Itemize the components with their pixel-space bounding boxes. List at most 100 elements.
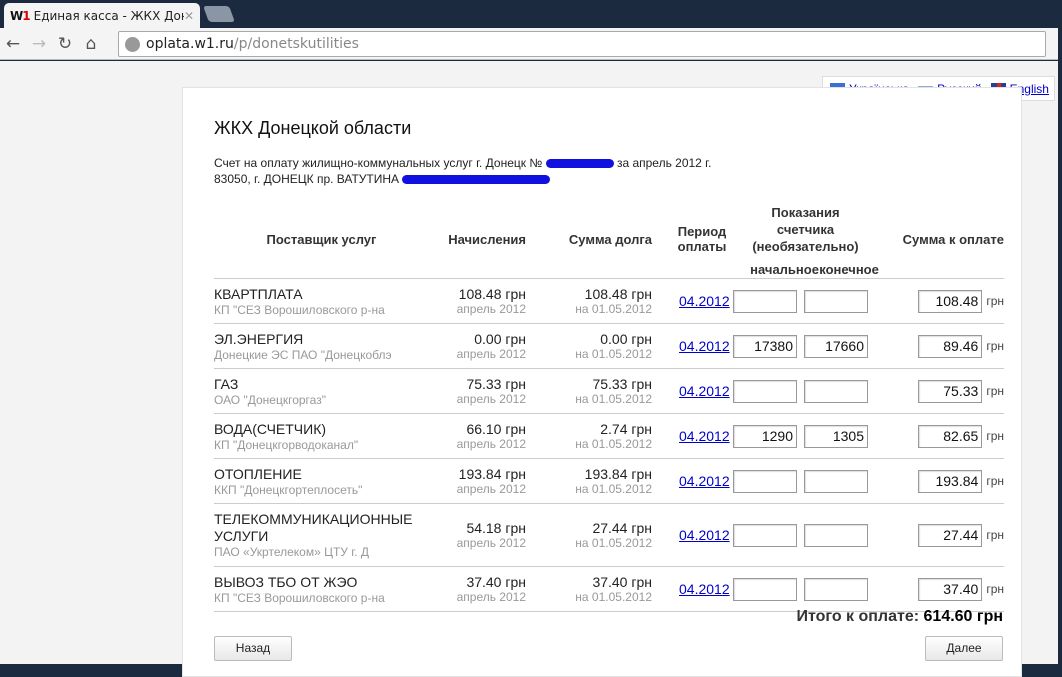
header-charges: Начисления [429, 200, 526, 279]
sum-input[interactable]: 89.46 [918, 334, 983, 358]
debt: 75.33 грн [592, 376, 652, 392]
browser-tab[interactable]: W1 Единая касса - ЖКХ Донец ✕ [4, 3, 200, 28]
currency-label: грн [986, 384, 1004, 398]
url-host: oplata.w1.ru [146, 36, 234, 52]
period-link[interactable]: 04.2012 [679, 527, 730, 543]
charge: 193.84 грн [458, 466, 526, 482]
charge-period: апрель 2012 [456, 302, 526, 316]
header-meter: Показания счетчика (необязательно) начал… [732, 200, 879, 279]
charge-period: апрель 2012 [456, 347, 526, 361]
total-value: 614.60 грн [923, 608, 1003, 625]
table-row: ВЫВОЗ ТБО ОТ ЖЭО КП "СЕЗ Ворошиловского р… [214, 566, 1004, 612]
debt: 37.40 грн [592, 574, 652, 590]
meter-start-input[interactable]: 1290 [733, 424, 797, 448]
meter-start-input[interactable] [733, 289, 797, 313]
provider-name: ККП "Донецкгортеплосеть" [214, 482, 363, 497]
currency-label: грн [986, 294, 1004, 308]
debt-date: на 01.05.2012 [575, 536, 652, 550]
w1-logo-icon: W1 [10, 8, 31, 23]
desc-line1: Счет на оплату жилищно-коммунальных услу… [214, 156, 543, 170]
url-path: /p/donetskutilities [233, 36, 359, 52]
charge: 108.48 грн [458, 286, 526, 302]
page-title: ЖКХ Донецкой области [214, 118, 412, 138]
meter-start-input[interactable] [733, 469, 797, 493]
debt: 108.48 грн [584, 286, 652, 302]
header-provider: Поставщик услуг [214, 200, 429, 279]
debt: 27.44 грн [592, 520, 652, 536]
debt-date: на 01.05.2012 [575, 347, 652, 361]
currency-label: грн [986, 429, 1004, 443]
sum-input[interactable]: 27.44 [918, 523, 983, 547]
service-name: ЭЛ.ЭНЕРГИЯ [214, 330, 304, 347]
redacted-mark [402, 175, 551, 185]
header-debt: Сумма долга [526, 200, 652, 279]
provider-name: КП "СЕЗ Ворошиловского р-на [214, 590, 385, 605]
table-row: ГАЗ ОАО "Донецкгоргаз" 75.33 грн апрель 20… [214, 368, 1004, 414]
charge-period: апрель 2012 [456, 590, 526, 604]
service-name: ТЕЛЕКОММУНИКАЦИОННЫЕ УСЛУГИ [214, 511, 413, 544]
debt-date: на 01.05.2012 [575, 590, 652, 604]
meter-start-input[interactable] [733, 379, 797, 403]
period-link[interactable]: 04.2012 [679, 473, 730, 489]
reload-icon[interactable]: ↻ [57, 33, 73, 54]
back-arrow-icon[interactable]: ← [5, 33, 21, 54]
close-tab-icon[interactable]: ✕ [183, 8, 194, 23]
meter-start-input[interactable] [733, 523, 797, 547]
sum-input[interactable]: 82.65 [918, 424, 983, 448]
service-name: ВОДА(СЧЕТЧИК) [214, 420, 327, 437]
table-row: ОТОПЛЕНИЕ ККП "Донецкгортеплосеть" 193.84… [214, 458, 1004, 504]
currency-label: грн [986, 582, 1004, 596]
globe-icon [125, 36, 140, 52]
debt: 0.00 грн [600, 331, 652, 347]
meter-end-input[interactable] [804, 523, 868, 547]
period-link[interactable]: 04.2012 [679, 293, 730, 309]
browser-toolbar: ← → ↻ ⌂ oplata.w1.ru/p/donetskutilities [0, 28, 1058, 60]
currency-label: грн [986, 474, 1004, 488]
debt-date: на 01.05.2012 [575, 482, 652, 496]
charge: 66.10 грн [466, 421, 526, 437]
meter-end-input[interactable]: 1305 [804, 424, 868, 448]
desc-period: за апрель 2012 г. [616, 156, 712, 170]
sum-input[interactable]: 108.48 [918, 289, 983, 313]
sum-input[interactable]: 193.84 [918, 469, 983, 493]
meter-end-input[interactable] [804, 469, 868, 493]
service-name: ГАЗ [214, 375, 239, 392]
service-name: КВАРТПЛАТА [214, 285, 303, 302]
meter-end-input[interactable]: 17660 [804, 334, 868, 358]
charge: 54.18 грн [466, 520, 526, 536]
back-button[interactable]: Назад [214, 636, 292, 661]
debt: 193.84 грн [584, 466, 652, 482]
charge: 75.33 грн [466, 376, 526, 392]
period-link[interactable]: 04.2012 [679, 338, 730, 354]
meter-end-input[interactable] [804, 577, 868, 601]
charge-period: апрель 2012 [456, 536, 526, 550]
sum-input[interactable]: 75.33 [918, 379, 983, 403]
home-icon[interactable]: ⌂ [85, 33, 97, 54]
period-link[interactable]: 04.2012 [679, 581, 730, 597]
total-label: Итого к оплате: [796, 608, 920, 625]
desc-address: 83050, г. ДОНЕЦК пр. ВАТУТИНА [214, 172, 400, 186]
meter-start-input[interactable] [733, 577, 797, 601]
debt-date: на 01.05.2012 [575, 302, 652, 316]
next-button[interactable]: Далее [925, 636, 1003, 661]
meter-end-input[interactable] [804, 289, 868, 313]
total: Итого к оплате: 614.60 грн [796, 608, 1003, 626]
charge: 37.40 грн [466, 574, 526, 590]
provider-name: ОАО "Донецкгоргаз" [214, 392, 326, 407]
forward-arrow-icon[interactable]: → [31, 33, 47, 54]
header-start: начальное [750, 262, 819, 277]
provider-name: КП "СЕЗ Ворошиловского р-на [214, 302, 385, 317]
new-tab-button[interactable] [203, 6, 235, 22]
charge: 0.00 грн [474, 331, 526, 347]
meter-start-input[interactable]: 17380 [733, 334, 797, 358]
period-link[interactable]: 04.2012 [679, 428, 730, 444]
meter-end-input[interactable] [804, 379, 868, 403]
sum-input[interactable]: 37.40 [918, 577, 983, 601]
tab-title: Единая касса - ЖКХ Донец [33, 8, 184, 23]
period-link[interactable]: 04.2012 [679, 383, 730, 399]
redacted-mark [545, 159, 614, 169]
charge-period: апрель 2012 [456, 437, 526, 451]
address-bar[interactable]: oplata.w1.ru/p/donetskutilities [118, 31, 1046, 57]
charge-period: апрель 2012 [456, 482, 526, 496]
bill-description: Счет на оплату жилищно-коммунальных услу… [214, 155, 711, 187]
